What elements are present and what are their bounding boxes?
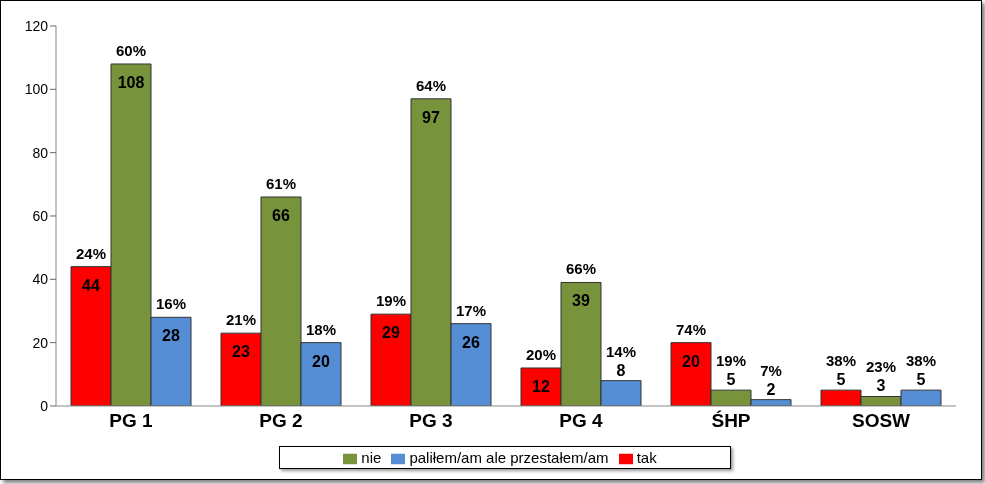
svg-text:7%: 7% bbox=[760, 362, 782, 379]
svg-text:2: 2 bbox=[767, 381, 776, 398]
svg-text:28: 28 bbox=[162, 327, 180, 344]
svg-text:97: 97 bbox=[422, 109, 440, 126]
svg-text:120: 120 bbox=[25, 18, 49, 34]
svg-text:38%: 38% bbox=[826, 352, 856, 369]
svg-text:26: 26 bbox=[462, 334, 480, 351]
svg-text:17%: 17% bbox=[456, 302, 486, 319]
svg-text:66: 66 bbox=[272, 207, 290, 224]
svg-text:60%: 60% bbox=[116, 42, 146, 59]
svg-text:108: 108 bbox=[118, 74, 145, 91]
svg-text:12: 12 bbox=[532, 378, 550, 395]
svg-text:40: 40 bbox=[32, 271, 48, 287]
svg-text:3: 3 bbox=[877, 377, 886, 394]
svg-text:61%: 61% bbox=[266, 175, 296, 192]
svg-text:5: 5 bbox=[727, 371, 736, 388]
svg-text:23: 23 bbox=[232, 343, 250, 360]
svg-text:20: 20 bbox=[312, 353, 330, 370]
svg-text:PG 3: PG 3 bbox=[409, 410, 452, 431]
svg-text:20: 20 bbox=[32, 335, 48, 351]
svg-text:8: 8 bbox=[617, 362, 626, 379]
svg-text:PG 4: PG 4 bbox=[559, 410, 603, 431]
svg-text:29: 29 bbox=[382, 324, 400, 341]
svg-text:24%: 24% bbox=[76, 245, 106, 262]
svg-text:80: 80 bbox=[32, 145, 48, 161]
svg-text:39: 39 bbox=[572, 292, 590, 309]
svg-text:66%: 66% bbox=[566, 260, 596, 277]
svg-text:19%: 19% bbox=[376, 292, 406, 309]
svg-text:74%: 74% bbox=[676, 321, 706, 338]
svg-text:ŚHP: ŚHP bbox=[711, 410, 750, 431]
svg-text:23%: 23% bbox=[866, 358, 896, 375]
svg-text:16%: 16% bbox=[156, 295, 186, 312]
html-text:nie: nie bbox=[361, 449, 382, 466]
svg-text:18%: 18% bbox=[306, 321, 336, 338]
svg-text:PG 1: PG 1 bbox=[109, 410, 153, 431]
svg-text:5: 5 bbox=[837, 371, 846, 388]
svg-text:64%: 64% bbox=[416, 77, 446, 94]
svg-text:60: 60 bbox=[32, 208, 48, 224]
svg-text:38%: 38% bbox=[906, 352, 936, 369]
svg-text:14%: 14% bbox=[606, 343, 636, 360]
svg-text:SOSW: SOSW bbox=[852, 410, 910, 431]
svg-text:21%: 21% bbox=[226, 311, 256, 328]
svg-text:PG 2: PG 2 bbox=[259, 410, 302, 431]
svg-text:44: 44 bbox=[82, 277, 100, 294]
svg-text:0: 0 bbox=[40, 398, 48, 414]
svg-text:20%: 20% bbox=[526, 346, 556, 363]
svg-text:100: 100 bbox=[25, 81, 49, 97]
html-text:tak: tak bbox=[636, 449, 657, 466]
svg-text:20: 20 bbox=[682, 353, 700, 370]
svg-text:19%: 19% bbox=[716, 352, 746, 369]
svg-text:5: 5 bbox=[917, 371, 926, 388]
html-text:paliłem/am ale przestałem/am: paliłem/am ale przestałem/am bbox=[409, 449, 609, 466]
